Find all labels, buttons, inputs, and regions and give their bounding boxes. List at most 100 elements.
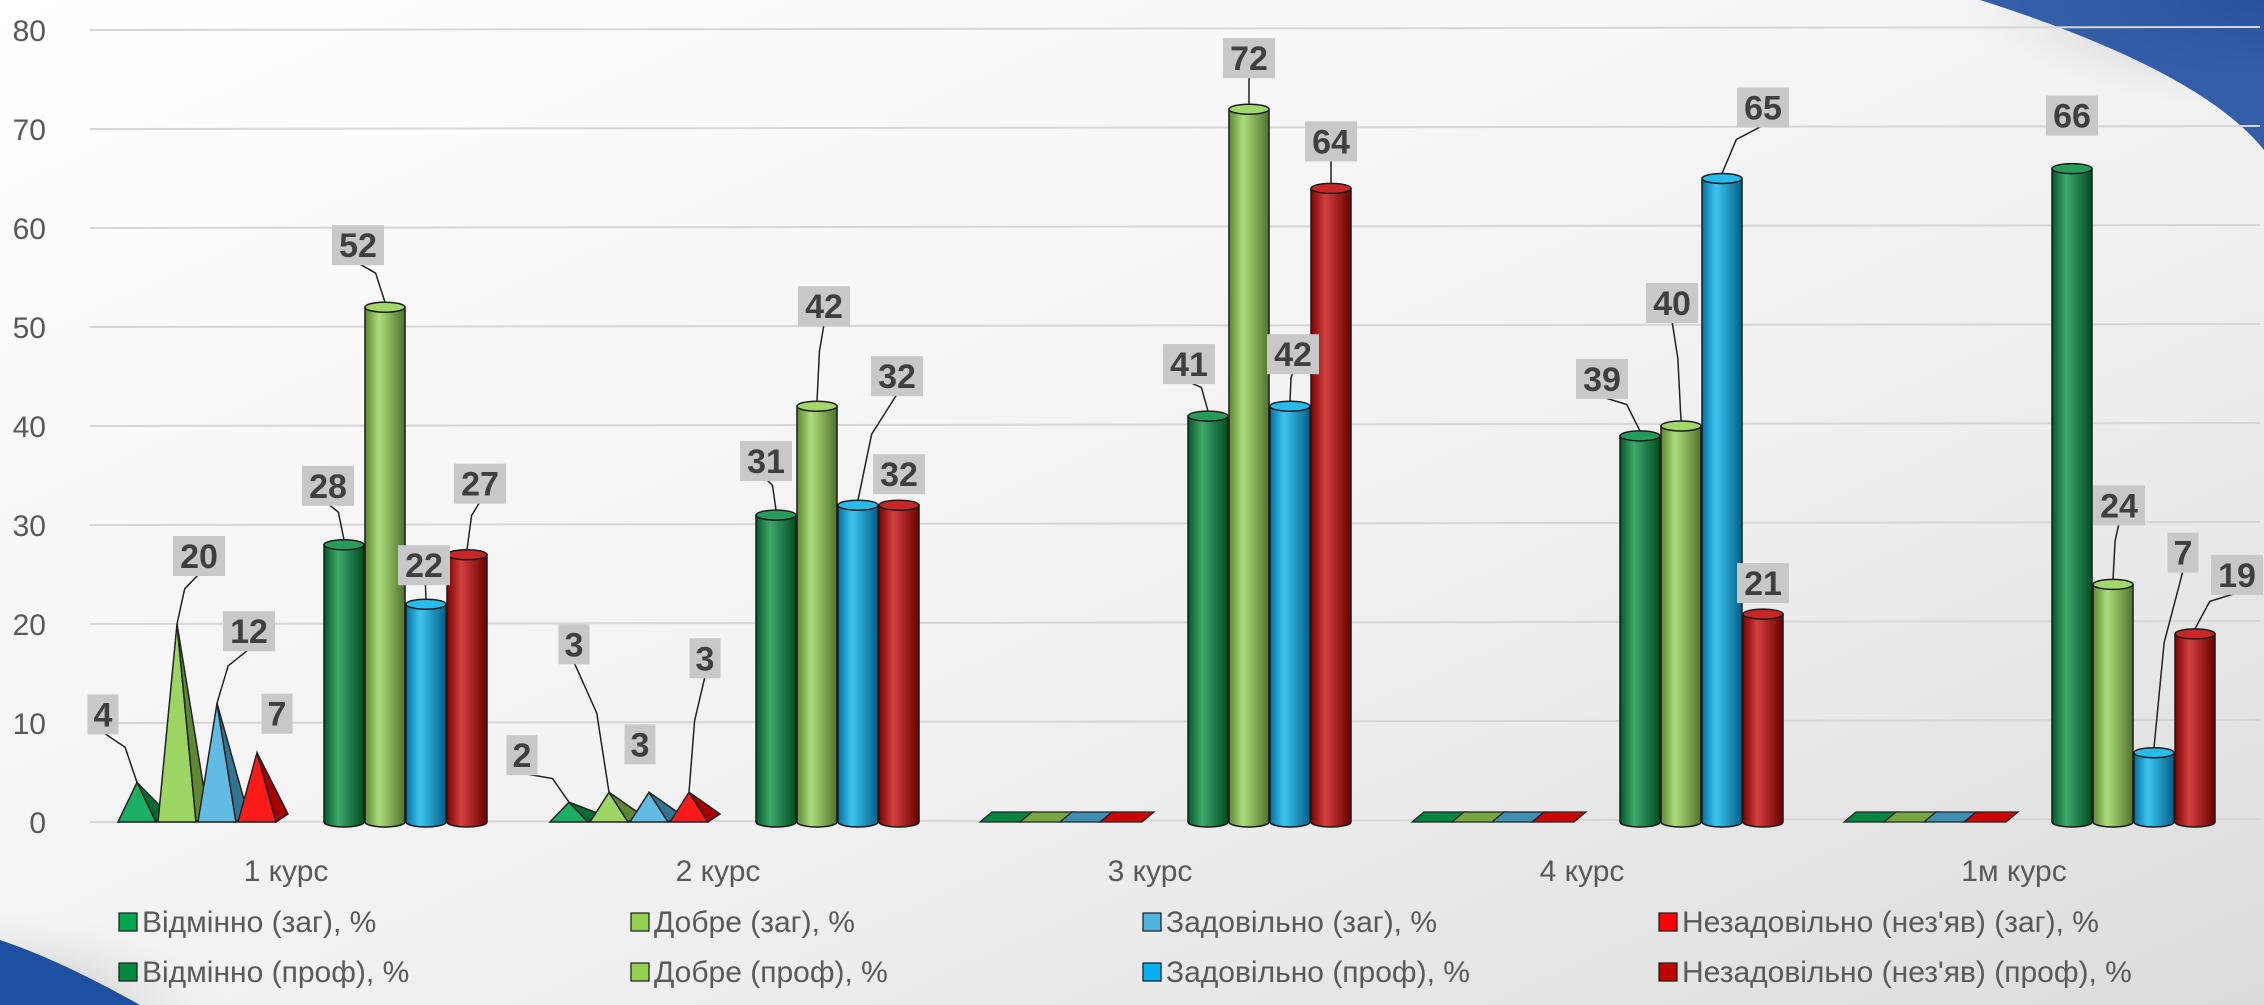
data-label: 41	[1170, 346, 1208, 384]
y-tick-label: 10	[13, 708, 46, 741]
legend-label: Незадовільно (нез'яв) (заг), %	[1682, 906, 2099, 939]
bar-cylinder	[796, 400, 838, 828]
bar-pyramid	[628, 790, 682, 824]
legend-label: Добре (проф), %	[654, 956, 888, 989]
data-label: 3	[565, 626, 584, 664]
leader-line	[2112, 523, 2120, 580]
leader-line	[1601, 396, 1641, 432]
legend-item: Незадовільно (нез'яв) (заг), %	[1658, 906, 2099, 939]
data-label-bg	[1646, 283, 1698, 323]
leader-line	[573, 661, 610, 793]
data-label: 31	[747, 443, 785, 481]
data-label-bg	[871, 356, 923, 397]
legend-label: Задовільно (проф), %	[1166, 956, 1470, 989]
bar-cylinder	[2174, 628, 2216, 828]
y-tick-label: 0	[29, 807, 46, 840]
data-label: 3	[631, 726, 650, 764]
legend-swatch	[118, 962, 138, 982]
bar-cylinder	[1269, 400, 1311, 828]
leader-line	[102, 731, 138, 783]
legend-swatch	[630, 962, 650, 982]
leader-line	[765, 478, 777, 511]
leader-line	[1289, 371, 1294, 402]
bar-pyramid	[197, 702, 249, 824]
data-label: 27	[461, 466, 499, 504]
gridline	[89, 125, 2261, 130]
data-label: 19	[2218, 557, 2256, 595]
data-label-bg	[506, 735, 538, 776]
data-label: 66	[2053, 98, 2091, 136]
plot-area	[116, 103, 2216, 828]
legend-item: Відмінно (заг), %	[118, 906, 376, 939]
bar-cylinder	[405, 598, 447, 828]
legend-swatch	[630, 912, 650, 932]
data-label-bg	[1163, 344, 1215, 385]
bar-cylinder	[1187, 410, 1229, 828]
x-tick-label: 2 курс	[676, 855, 761, 888]
leader-line	[357, 262, 386, 303]
data-label: 32	[878, 358, 916, 396]
data-label-bg	[1305, 121, 1357, 162]
data-label-bg	[223, 611, 275, 652]
data-label-bg	[302, 465, 354, 506]
data-label: 42	[805, 288, 843, 326]
bar-cylinder	[2051, 162, 2093, 828]
bar-cylinder	[1660, 420, 1702, 828]
bar-cylinder	[323, 539, 365, 828]
legend: Відмінно (заг), % Добре (заг), % Задовільн…	[118, 906, 2132, 989]
data-label-bg	[1223, 38, 1275, 79]
bar-cylinder	[1228, 103, 1270, 828]
y-axis: 0 10 20 30 40 50 60 70 80	[13, 15, 46, 840]
legend-label: Відмінно (заг), %	[142, 906, 376, 939]
data-label: 32	[880, 456, 918, 494]
data-label: 22	[405, 547, 443, 585]
data-label: 12	[230, 613, 268, 651]
bar-pyramid-zero	[1098, 811, 1156, 823]
leader-line	[857, 393, 898, 501]
y-tick-label: 50	[13, 312, 46, 345]
bar-pyramid-zero	[1530, 811, 1588, 823]
gridline	[89, 323, 2261, 328]
bar-pyramid	[237, 749, 289, 824]
data-label: 39	[1583, 361, 1621, 399]
leader-line	[1671, 320, 1682, 422]
leader-line	[2153, 570, 2184, 748]
y-tick-label: 20	[13, 609, 46, 642]
legend-swatch	[1658, 962, 1678, 982]
data-label-bg	[2211, 554, 2263, 595]
bar-pyramid-zero	[1962, 811, 2020, 823]
x-axis: 1 курс 2 курс 3 курс 4 курс 1м курс	[244, 855, 2067, 888]
bar-pyramid	[668, 790, 722, 824]
bar-cylinder	[837, 499, 879, 828]
data-label: 72	[1230, 40, 1268, 78]
data-label-bg	[873, 454, 925, 495]
x-tick-label: 3 курс	[1108, 855, 1193, 888]
y-tick-label: 80	[13, 15, 46, 48]
corner-blue-swoosh	[0, 940, 140, 1005]
leader-line	[216, 648, 250, 704]
leader-line	[688, 676, 706, 793]
data-label-bg	[689, 638, 721, 679]
leader-line	[1721, 124, 1764, 174]
data-label-bg	[1737, 87, 1789, 128]
leader-line	[176, 573, 200, 625]
data-label-bg	[2093, 485, 2145, 526]
data-label: 52	[339, 227, 377, 265]
leader-line	[466, 501, 481, 550]
legend-item: Незадовільно (нез'яв) (проф), %	[1658, 956, 2132, 989]
data-label: 24	[2100, 487, 2138, 525]
data-label-bg	[1737, 563, 1789, 604]
bar-cylinder	[446, 548, 488, 828]
legend-label: Добре (заг), %	[654, 906, 855, 939]
bar-cylinder	[1310, 182, 1352, 828]
data-label: 21	[1744, 565, 1782, 603]
bar-cylinder	[2133, 746, 2175, 828]
data-label: 7	[2174, 535, 2193, 573]
legend-item: Добре (заг), %	[630, 906, 855, 939]
data-label-bg	[2167, 532, 2199, 573]
bar-cylinder	[1701, 172, 1743, 828]
legend-item: Задовільно (проф), %	[1142, 956, 1470, 989]
leader-line	[327, 503, 345, 540]
data-label: 20	[180, 538, 218, 576]
